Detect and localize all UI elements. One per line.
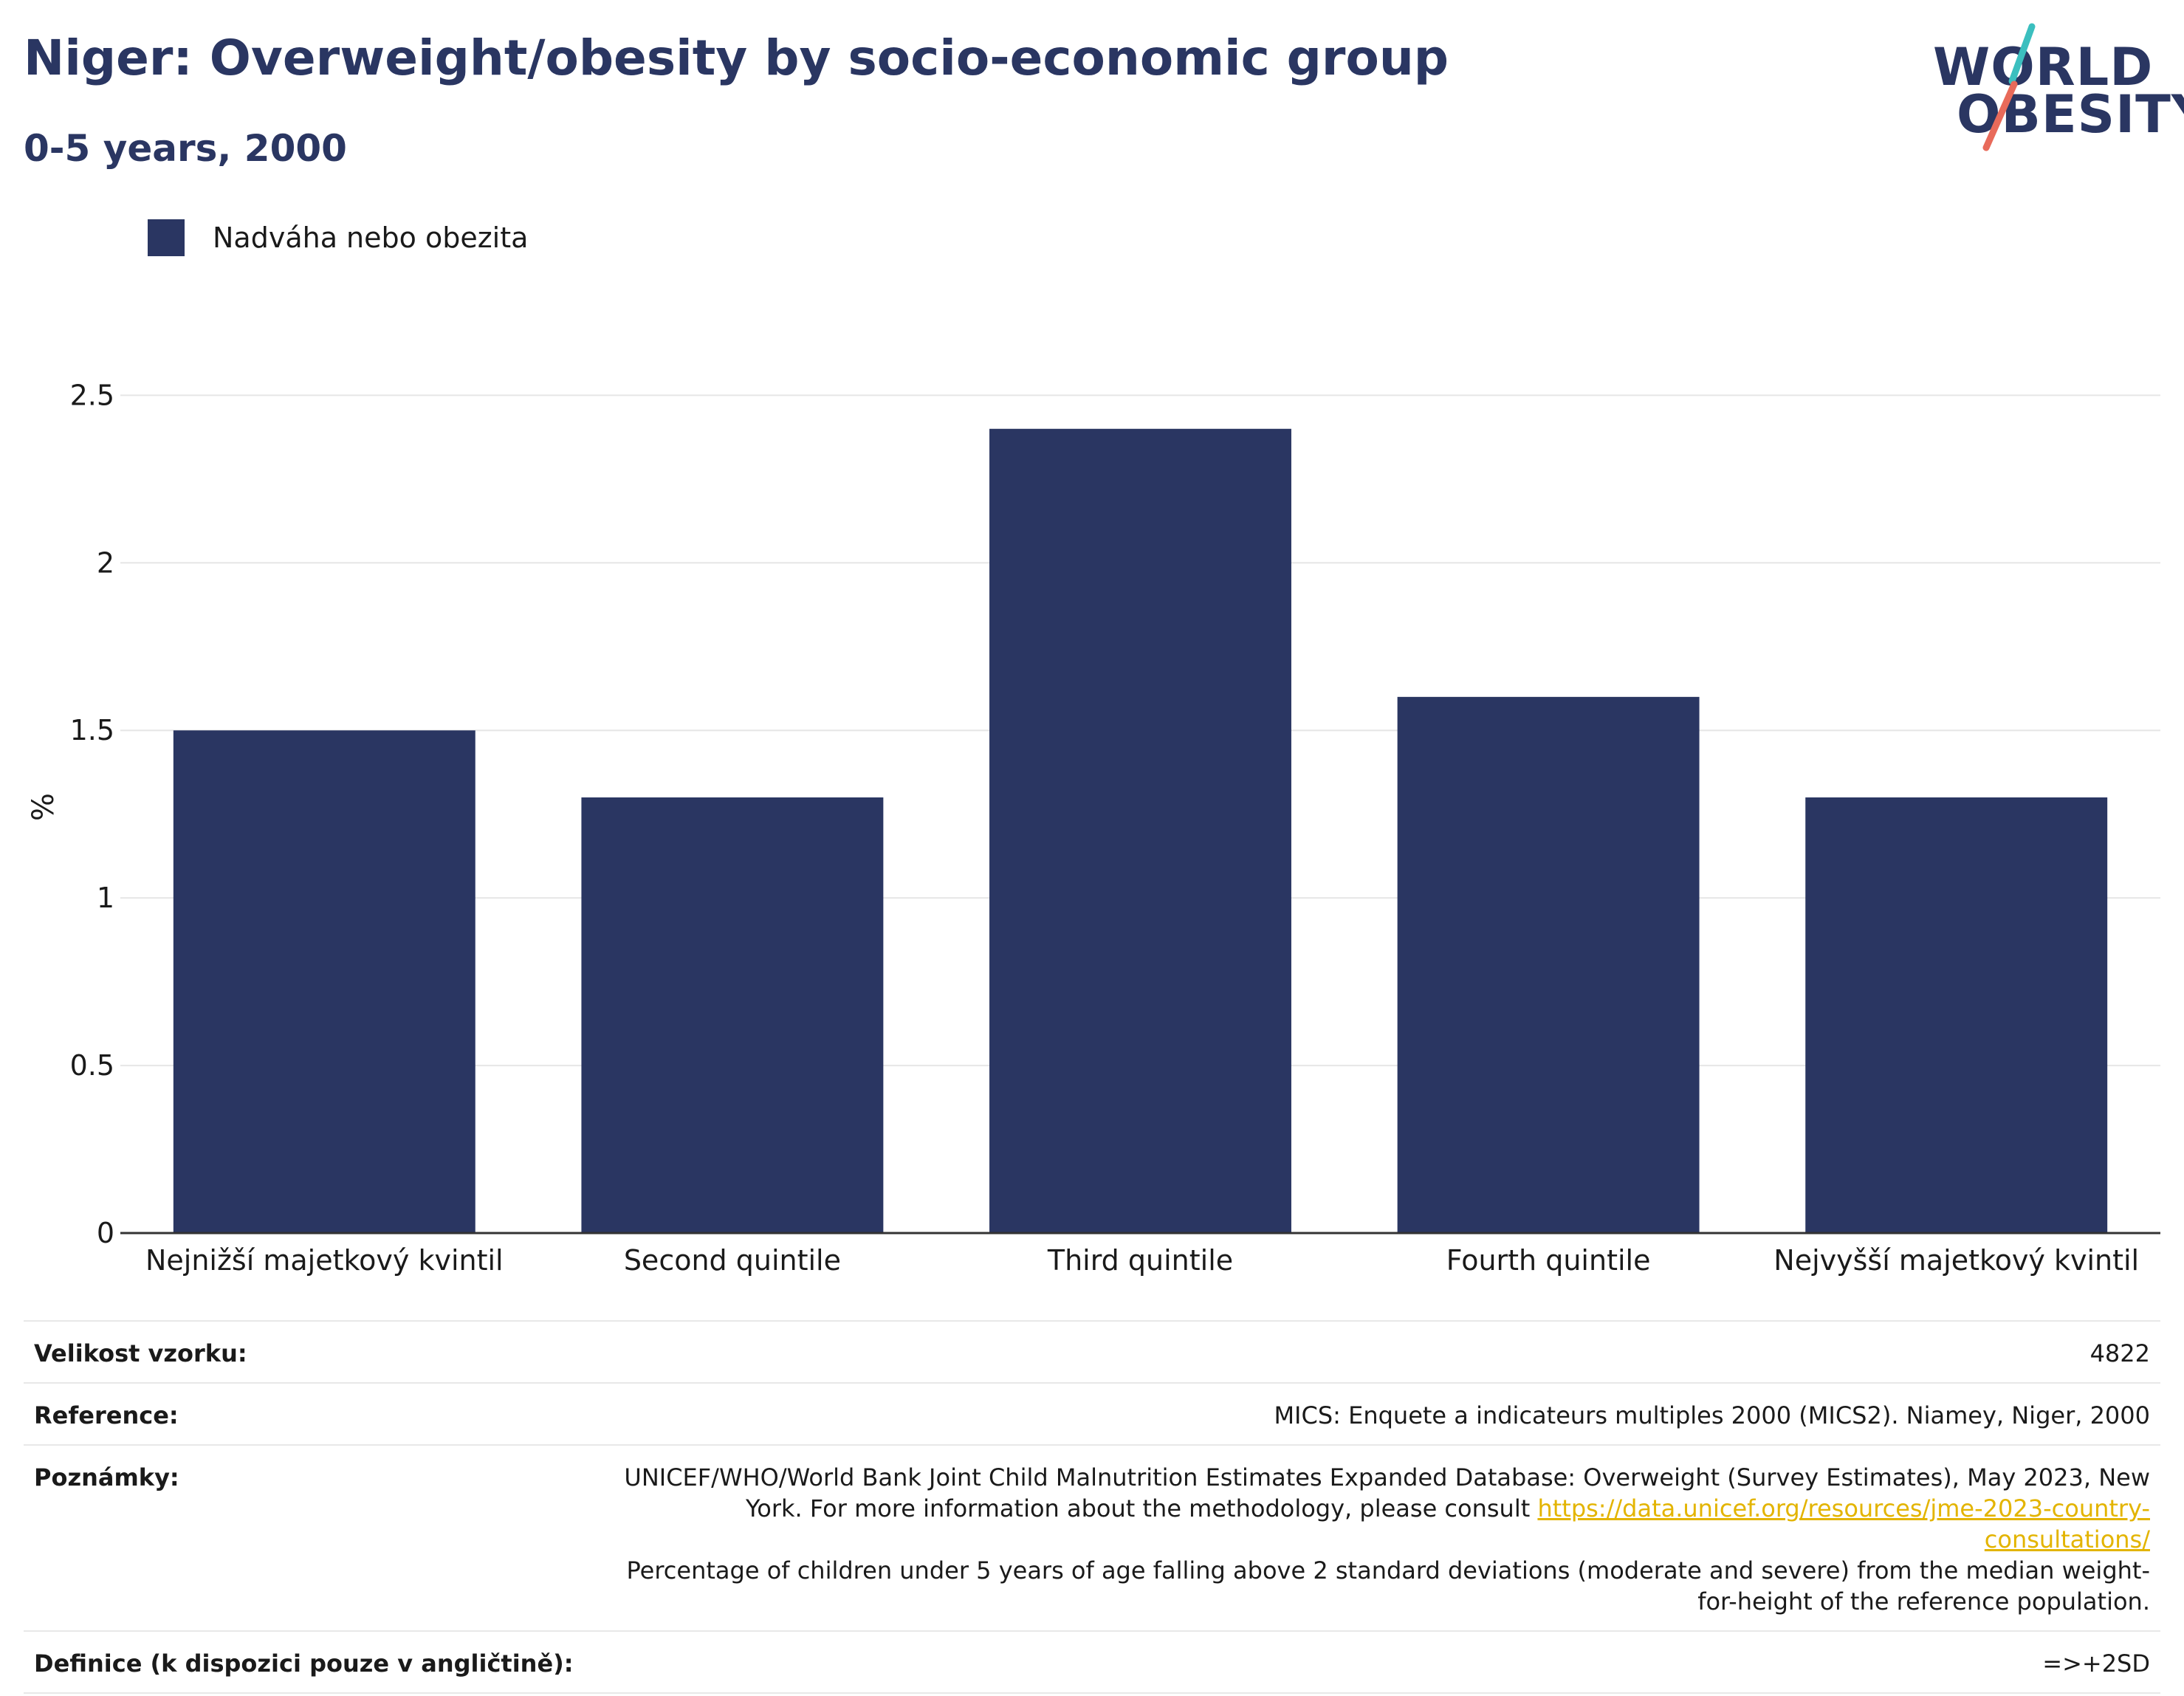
y-tick-label: 1 [97, 882, 114, 914]
reference-value: MICS: Enquete a indicateurs multiples 20… [1274, 1401, 2150, 1429]
bars [173, 428, 2108, 1233]
x-tick-label: Nejnižší majetkový kvintil [145, 1244, 504, 1277]
bar[interactable] [173, 730, 475, 1233]
notes-text-2: Percentage of children under 5 years of … [626, 1556, 2151, 1616]
y-tick-label: 2.5 [70, 379, 114, 411]
methodology-link[interactable]: https://data.unicef.org/resources/jme-20… [1537, 1494, 2150, 1553]
x-tick-label: Third quintile [1047, 1244, 1233, 1277]
axes: 0 0.5 1 1.5 2 2.5 Nejnižší majetkový kvintil Se… [70, 379, 2160, 1277]
bar[interactable] [1397, 696, 1700, 1233]
reference-label: Reference: [34, 1401, 179, 1429]
x-tick-label: Nejvyšší majetkový kvintil [1773, 1244, 2139, 1277]
notes-label: Poznámky: [34, 1463, 179, 1491]
notes-row: Poznámky: UNICEF/WHO/World Bank Joint Ch… [24, 1444, 2160, 1630]
chart-title: Niger: Overweight/obesity by socio-econo… [24, 30, 1449, 86]
definition-row: Definice (k dispozici pouze v angličtině… [24, 1630, 2160, 1694]
y-axis-label: % [27, 793, 61, 821]
info-table: Velikost vzorku: 4822 Reference: MICS: E… [24, 1320, 2160, 1694]
notes-text-1: UNICEF/WHO/World Bank Joint Child Malnut… [624, 1463, 2150, 1522]
chart-subtitle: 0-5 years, 2000 [24, 127, 347, 170]
y-tick-label: 2 [97, 546, 114, 579]
definition-label: Definice (k dispozici pouze v angličtině… [34, 1649, 574, 1678]
y-tick-label: 1.5 [70, 714, 114, 746]
logo-line-1: WORLD [1933, 37, 2154, 97]
x-tick-label: Second quintile [624, 1244, 841, 1277]
y-tick-label: 0.5 [70, 1049, 114, 1082]
sample-size-row: Velikost vzorku: 4822 [24, 1320, 2160, 1382]
world-obesity-logo[interactable]: WORLD OBESITY [1920, 21, 2184, 154]
bar[interactable] [581, 797, 884, 1233]
x-tick-label: Fourth quintile [1446, 1244, 1651, 1277]
notes-value: UNICEF/WHO/World Bank Joint Child Malnut… [600, 1462, 2150, 1617]
logo-slash-icon [1982, 23, 2036, 151]
y-tick-label: 0 [97, 1217, 114, 1249]
legend-swatch [148, 219, 185, 256]
chart-legend[interactable]: Nadváha nebo obezita [148, 219, 528, 256]
reference-row: Reference: MICS: Enquete a indicateurs m… [24, 1382, 2160, 1444]
definition-value: =>+2SD [2042, 1649, 2150, 1678]
bar[interactable] [1805, 797, 2108, 1233]
bar[interactable] [989, 428, 1291, 1233]
sample-size-label: Velikost vzorku: [34, 1339, 247, 1367]
sample-size-value: 4822 [2089, 1339, 2150, 1367]
legend-label: Nadváha nebo obezita [213, 222, 529, 254]
bar-chart: 0 0.5 1 1.5 2 2.5 Nejnižší majetkový kvintil Se… [27, 379, 2160, 1277]
